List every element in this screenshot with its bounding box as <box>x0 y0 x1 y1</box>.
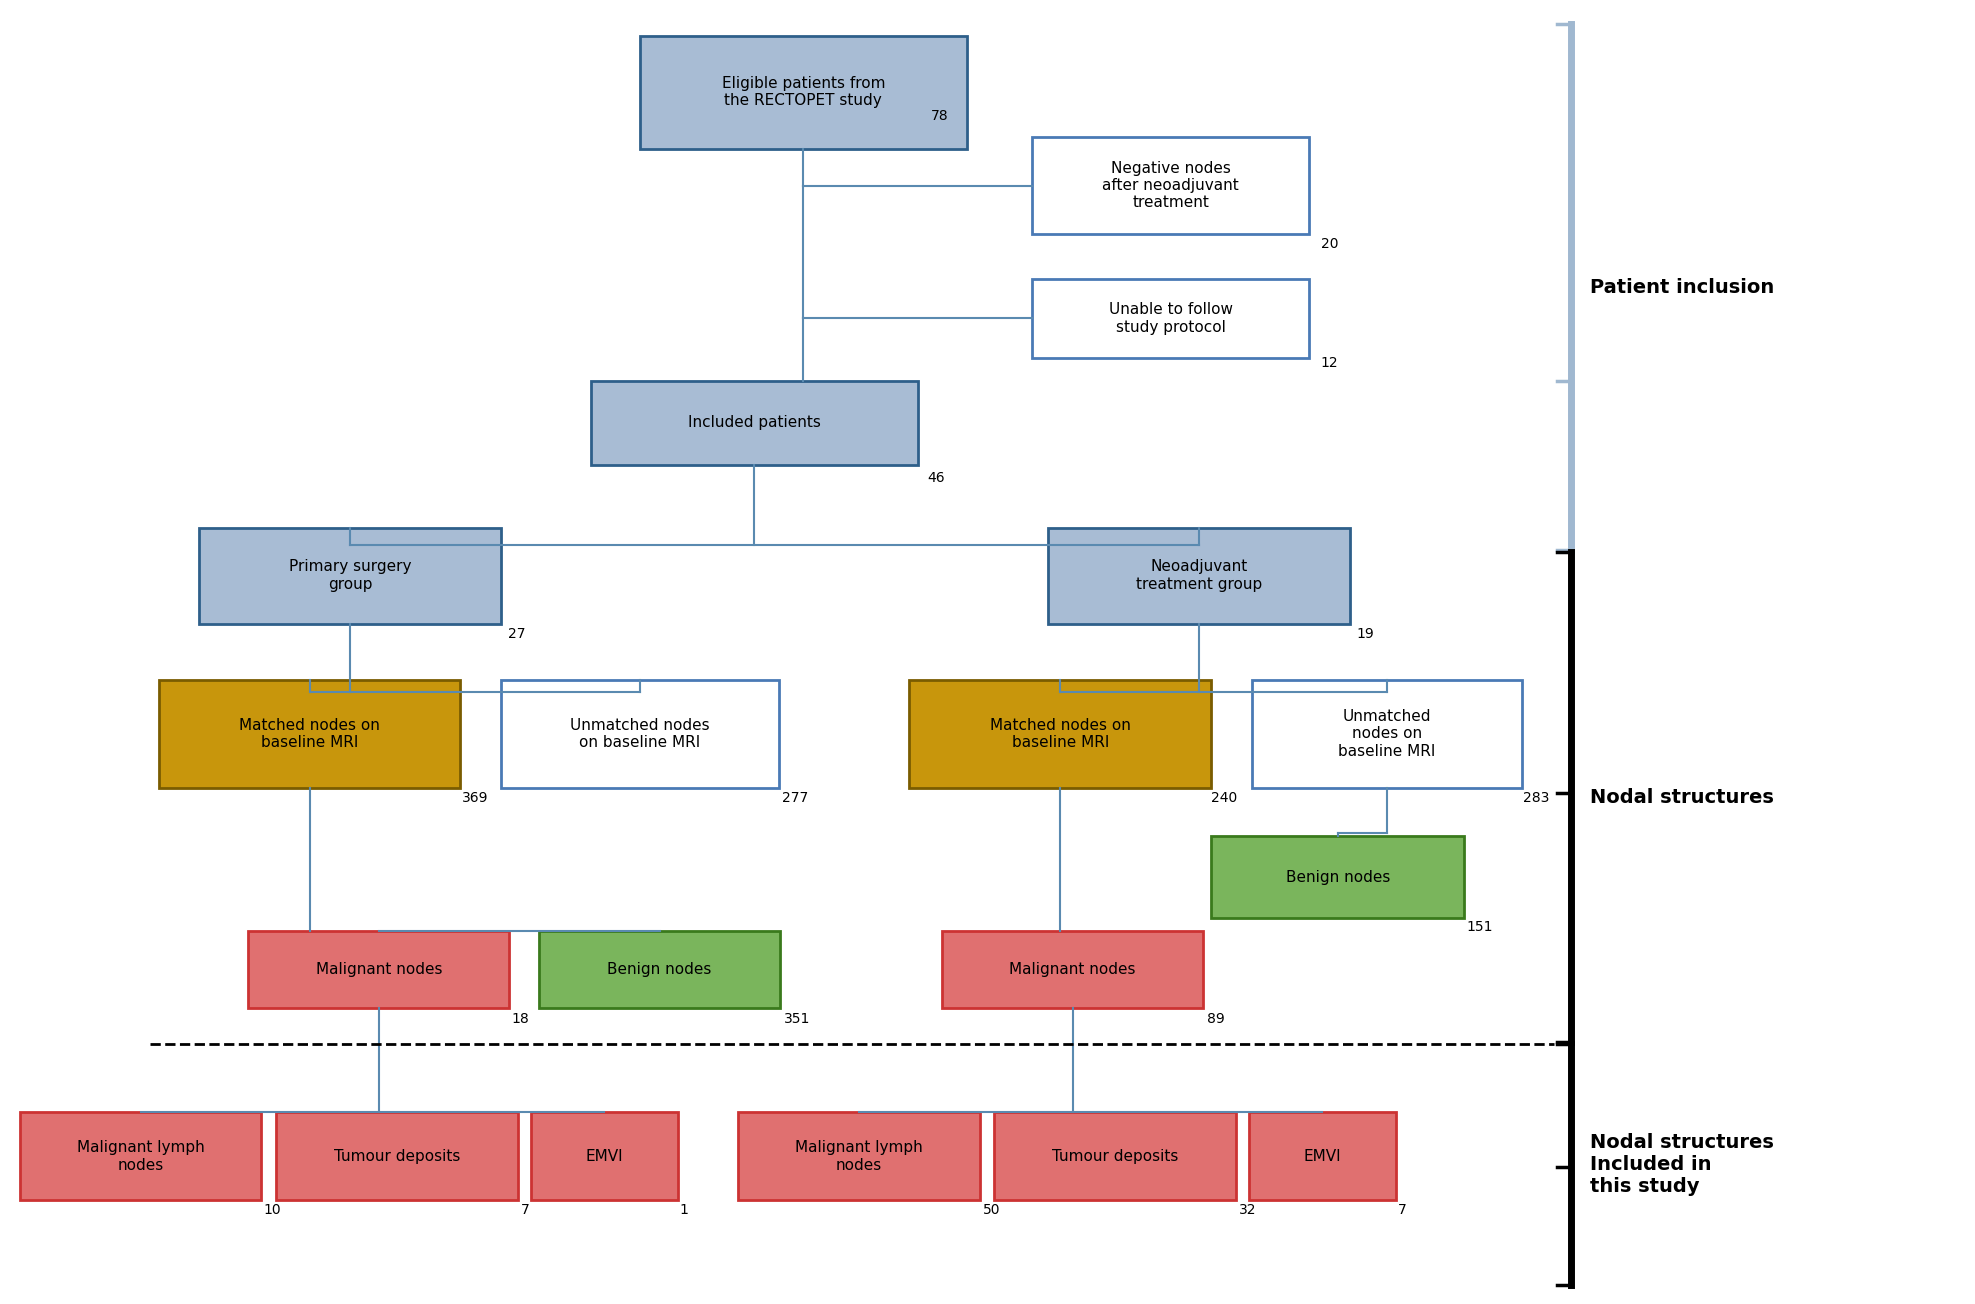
Text: Malignant nodes: Malignant nodes <box>316 962 442 977</box>
Text: 20: 20 <box>1321 237 1339 250</box>
Text: 50: 50 <box>984 1202 1001 1217</box>
Text: Matched nodes on
baseline MRI: Matched nodes on baseline MRI <box>989 717 1132 750</box>
FancyBboxPatch shape <box>942 931 1203 1008</box>
Text: Unmatched nodes
on baseline MRI: Unmatched nodes on baseline MRI <box>571 717 709 750</box>
Text: 277: 277 <box>782 792 808 805</box>
Text: Patient inclusion: Patient inclusion <box>1590 278 1774 297</box>
Text: Primary surgery
group: Primary surgery group <box>288 559 411 592</box>
Text: Unmatched
nodes on
baseline MRI: Unmatched nodes on baseline MRI <box>1339 709 1436 759</box>
Text: 240: 240 <box>1211 792 1238 805</box>
Text: 151: 151 <box>1465 921 1493 934</box>
Text: Tumour deposits: Tumour deposits <box>1053 1149 1179 1164</box>
Text: 32: 32 <box>1238 1202 1256 1217</box>
Text: Malignant lymph
nodes: Malignant lymph nodes <box>77 1140 205 1172</box>
Text: Eligible patients from
the RECTOPET study: Eligible patients from the RECTOPET stud… <box>721 76 885 108</box>
Text: Included patients: Included patients <box>687 416 822 430</box>
FancyBboxPatch shape <box>1031 279 1309 359</box>
FancyBboxPatch shape <box>158 681 460 788</box>
Text: Malignant lymph
nodes: Malignant lymph nodes <box>794 1140 922 1172</box>
FancyBboxPatch shape <box>739 1112 980 1201</box>
Text: Nodal structures: Nodal structures <box>1590 788 1774 807</box>
Text: Benign nodes: Benign nodes <box>1286 870 1390 884</box>
Text: Neoadjuvant
treatment group: Neoadjuvant treatment group <box>1136 559 1262 592</box>
FancyBboxPatch shape <box>1211 836 1463 918</box>
Text: 1: 1 <box>679 1202 687 1217</box>
Text: 369: 369 <box>462 792 488 805</box>
FancyBboxPatch shape <box>908 681 1211 788</box>
FancyBboxPatch shape <box>1049 528 1351 623</box>
Text: 46: 46 <box>928 471 944 485</box>
Text: Matched nodes on
baseline MRI: Matched nodes on baseline MRI <box>239 717 379 750</box>
FancyBboxPatch shape <box>1031 137 1309 233</box>
Text: 283: 283 <box>1523 792 1550 805</box>
FancyBboxPatch shape <box>531 1112 677 1201</box>
Text: EMVI: EMVI <box>1304 1149 1341 1164</box>
Text: Negative nodes
after neoadjuvant
treatment: Negative nodes after neoadjuvant treatme… <box>1102 160 1238 210</box>
Text: 19: 19 <box>1357 627 1375 642</box>
Text: 7: 7 <box>521 1202 529 1217</box>
Text: EMVI: EMVI <box>585 1149 622 1164</box>
Text: Tumour deposits: Tumour deposits <box>334 1149 460 1164</box>
Text: 351: 351 <box>784 1012 810 1026</box>
FancyBboxPatch shape <box>199 528 502 623</box>
FancyBboxPatch shape <box>993 1112 1236 1201</box>
Text: 18: 18 <box>512 1012 529 1026</box>
Text: 7: 7 <box>1398 1202 1406 1217</box>
FancyBboxPatch shape <box>591 381 918 466</box>
Text: Malignant nodes: Malignant nodes <box>1009 962 1136 977</box>
Text: 12: 12 <box>1321 356 1339 370</box>
Text: 10: 10 <box>263 1202 280 1217</box>
Text: 78: 78 <box>930 110 948 123</box>
Text: Nodal structures
Included in
this study: Nodal structures Included in this study <box>1590 1133 1774 1196</box>
FancyBboxPatch shape <box>249 931 510 1008</box>
Text: Unable to follow
study protocol: Unable to follow study protocol <box>1108 303 1232 335</box>
FancyBboxPatch shape <box>640 35 966 149</box>
Text: Benign nodes: Benign nodes <box>608 962 711 977</box>
FancyBboxPatch shape <box>539 931 780 1008</box>
FancyBboxPatch shape <box>502 681 778 788</box>
Text: 89: 89 <box>1207 1012 1224 1026</box>
Text: 27: 27 <box>508 627 525 642</box>
FancyBboxPatch shape <box>1248 1112 1396 1201</box>
FancyBboxPatch shape <box>20 1112 261 1201</box>
FancyBboxPatch shape <box>276 1112 517 1201</box>
FancyBboxPatch shape <box>1252 681 1521 788</box>
